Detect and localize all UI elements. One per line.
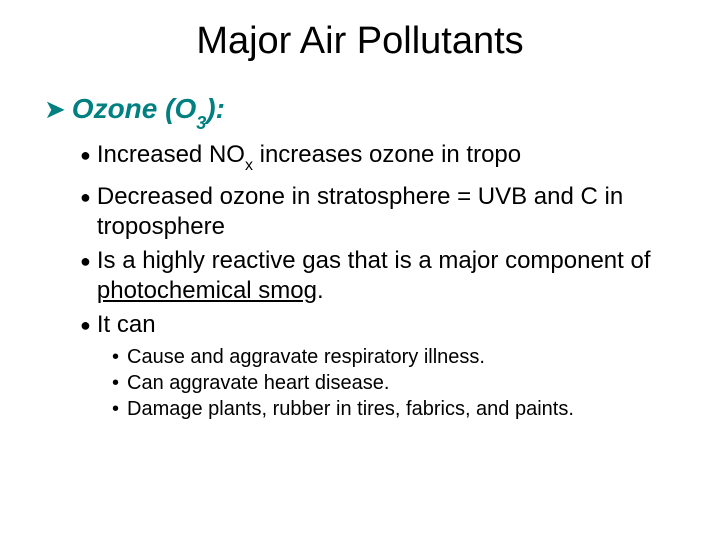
level3-text: Can aggravate heart disease.	[127, 370, 389, 396]
level3-text: Damage plants, rubber in tires, fabrics,…	[127, 396, 574, 422]
dot-bullet-icon: ●	[80, 182, 91, 212]
level3-item: • Damage plants, rubber in tires, fabric…	[112, 396, 680, 422]
level3-text: Cause and aggravate respiratory illness.	[127, 344, 485, 370]
level2-item: ● Is a highly reactive gas that is a maj…	[80, 246, 680, 306]
arrow-bullet-icon: ➤	[44, 94, 66, 125]
level2-item: ● Increased NOx increases ozone in tropo	[80, 140, 680, 179]
level2-text: It can	[97, 310, 156, 340]
level3-item: • Cause and aggravate respiratory illnes…	[112, 344, 680, 370]
level2-text: Increased NOx increases ozone in tropo	[97, 140, 521, 179]
mini-bullet-icon: •	[112, 396, 119, 422]
dot-bullet-icon: ●	[80, 310, 91, 340]
level2-item: ● It can	[80, 310, 680, 340]
mini-bullet-icon: •	[112, 344, 119, 370]
level1-text: Ozone (O3):	[72, 93, 225, 130]
level1-item: ➤ Ozone (O3):	[44, 93, 680, 130]
level3-item: • Can aggravate heart disease.	[112, 370, 680, 396]
slide-title: Major Air Pollutants	[40, 20, 680, 63]
level2-text: Is a highly reactive gas that is a major…	[97, 246, 680, 306]
level2-item: ● Decreased ozone in stratosphere = UVB …	[80, 182, 680, 242]
level2-text: Decreased ozone in stratosphere = UVB an…	[97, 182, 680, 242]
mini-bullet-icon: •	[112, 370, 119, 396]
dot-bullet-icon: ●	[80, 140, 91, 170]
dot-bullet-icon: ●	[80, 246, 91, 276]
